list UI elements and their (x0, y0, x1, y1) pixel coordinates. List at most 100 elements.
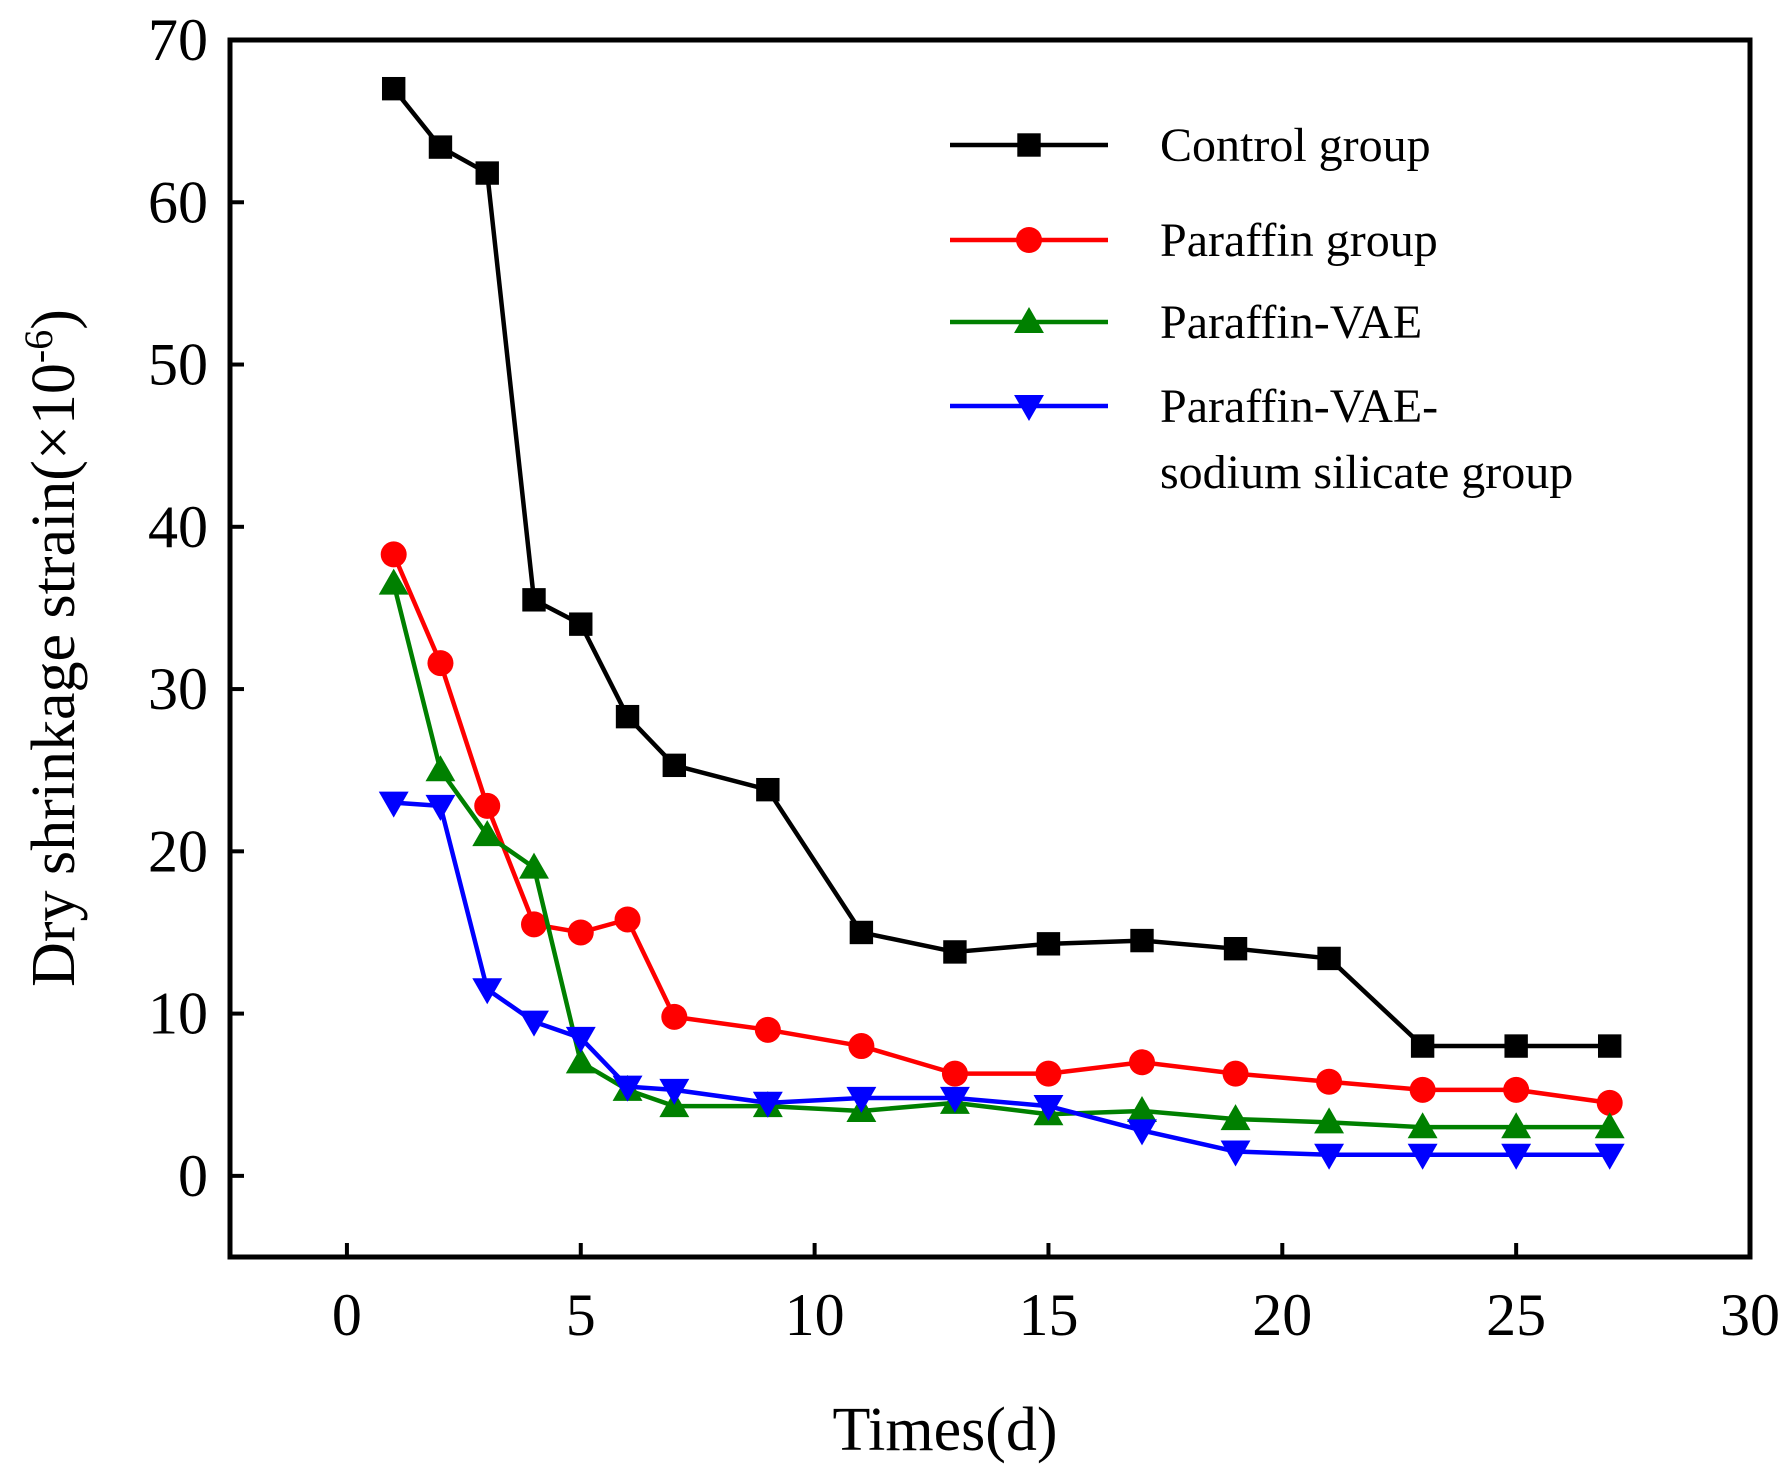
y-tick-label: 70 (148, 7, 208, 73)
series-4 (378, 791, 1625, 1170)
data-point (1129, 1049, 1155, 1076)
data-point (848, 1033, 875, 1060)
data-point (1316, 1068, 1343, 1095)
x-tick-label: 0 (332, 1282, 362, 1348)
data-point (1127, 1119, 1157, 1146)
data-point (939, 1086, 970, 1113)
data-point (1220, 1104, 1251, 1131)
data-point (1504, 1034, 1528, 1058)
series-1 (381, 76, 1622, 1058)
y-tick-label: 20 (148, 818, 208, 884)
data-point (1317, 946, 1341, 971)
data-point (615, 704, 640, 729)
data-point (475, 161, 499, 185)
series-2 (380, 541, 1623, 1116)
data-point (846, 1086, 877, 1113)
data-point (754, 1016, 781, 1043)
x-tick-label: 30 (1720, 1282, 1780, 1348)
series-layer (378, 76, 1625, 1170)
data-point (1594, 1112, 1625, 1139)
data-point (1410, 1034, 1435, 1058)
data-point (378, 791, 409, 818)
data-point (425, 794, 456, 821)
data-point (425, 755, 456, 782)
x-tick-label: 5 (566, 1282, 596, 1348)
data-point (1596, 1089, 1623, 1116)
legend-marker (1016, 227, 1042, 253)
legend-item: Control group (950, 119, 1431, 172)
data-point (943, 940, 967, 964)
legend-label: Paraffin group (1160, 214, 1438, 267)
data-point (427, 650, 454, 677)
data-point (1501, 1112, 1532, 1139)
legend: Control group Paraffin group Paraffin-VAE P… (950, 119, 1573, 499)
ticks-layer: 0 5 10 15 20 25 30 0 10 20 30 40 50 60 70 (148, 7, 1780, 1348)
data-point (474, 792, 501, 819)
data-point (756, 777, 780, 802)
data-point (519, 852, 549, 879)
data-point (1314, 1143, 1345, 1170)
data-point (1036, 932, 1061, 956)
data-point (569, 612, 593, 636)
legend-item: Paraffin group (950, 214, 1438, 267)
y-axis-title: Dry shrinkage strain(×10-6) (16, 309, 88, 987)
data-point (1035, 1060, 1062, 1087)
series-3 (378, 568, 1625, 1139)
data-point (472, 978, 503, 1005)
data-point (1314, 1107, 1345, 1134)
data-point (1127, 1096, 1157, 1123)
data-point (519, 1010, 549, 1037)
legend-marker (1014, 307, 1044, 334)
legend-label: Paraffin-VAE (1160, 296, 1422, 349)
y-tick-label: 30 (148, 656, 208, 722)
x-tick-label: 15 (1018, 1282, 1078, 1348)
data-point (522, 588, 546, 612)
y-tick-label: 40 (148, 494, 208, 560)
legend-marker (1017, 133, 1041, 157)
data-point (752, 1091, 783, 1118)
data-point (1407, 1112, 1438, 1139)
legend-item: Paraffin-VAE-sodium silicate group (950, 380, 1573, 499)
data-point (614, 906, 641, 933)
x-tick-label: 25 (1486, 1282, 1546, 1348)
data-point (1501, 1143, 1532, 1170)
legend-label: Paraffin-VAE- (1160, 380, 1438, 433)
data-point (1223, 936, 1248, 961)
data-point (428, 135, 453, 159)
data-point (612, 1075, 643, 1102)
data-point (849, 920, 874, 945)
data-point (1409, 1076, 1436, 1103)
data-point (1503, 1076, 1530, 1103)
data-point (941, 1060, 968, 1087)
data-point (565, 1026, 596, 1053)
data-point (1220, 1140, 1251, 1167)
y-tick-label: 60 (148, 169, 208, 235)
data-point (1222, 1060, 1249, 1087)
y-axis-title-exponent: -6 (16, 330, 61, 363)
x-tick-label: 20 (1252, 1282, 1312, 1348)
y-axis-title-main: Dry shrinkage strain(×10 (20, 363, 88, 987)
data-point (381, 76, 406, 101)
data-point (659, 1078, 690, 1105)
plot-frame (227, 37, 1753, 1260)
legend-label: Control group (1160, 119, 1431, 172)
y-axis-title-close: ) (20, 309, 88, 330)
data-point (1594, 1143, 1625, 1170)
x-axis-title: Times(d) (832, 1396, 1057, 1464)
x-tick-label: 10 (785, 1282, 845, 1348)
data-point (380, 541, 407, 568)
y-tick-label: 10 (148, 981, 208, 1047)
data-point (565, 1047, 596, 1074)
data-point (1033, 1095, 1064, 1122)
data-point (1407, 1143, 1438, 1170)
y-tick-label: 0 (178, 1143, 208, 1209)
data-point (472, 820, 503, 847)
y-tick-label: 50 (148, 332, 208, 398)
data-point (567, 919, 594, 946)
data-point (661, 1003, 688, 1030)
data-point (378, 568, 409, 595)
data-point (1597, 1034, 1622, 1058)
legend-label: sodium silicate group (1160, 446, 1573, 499)
